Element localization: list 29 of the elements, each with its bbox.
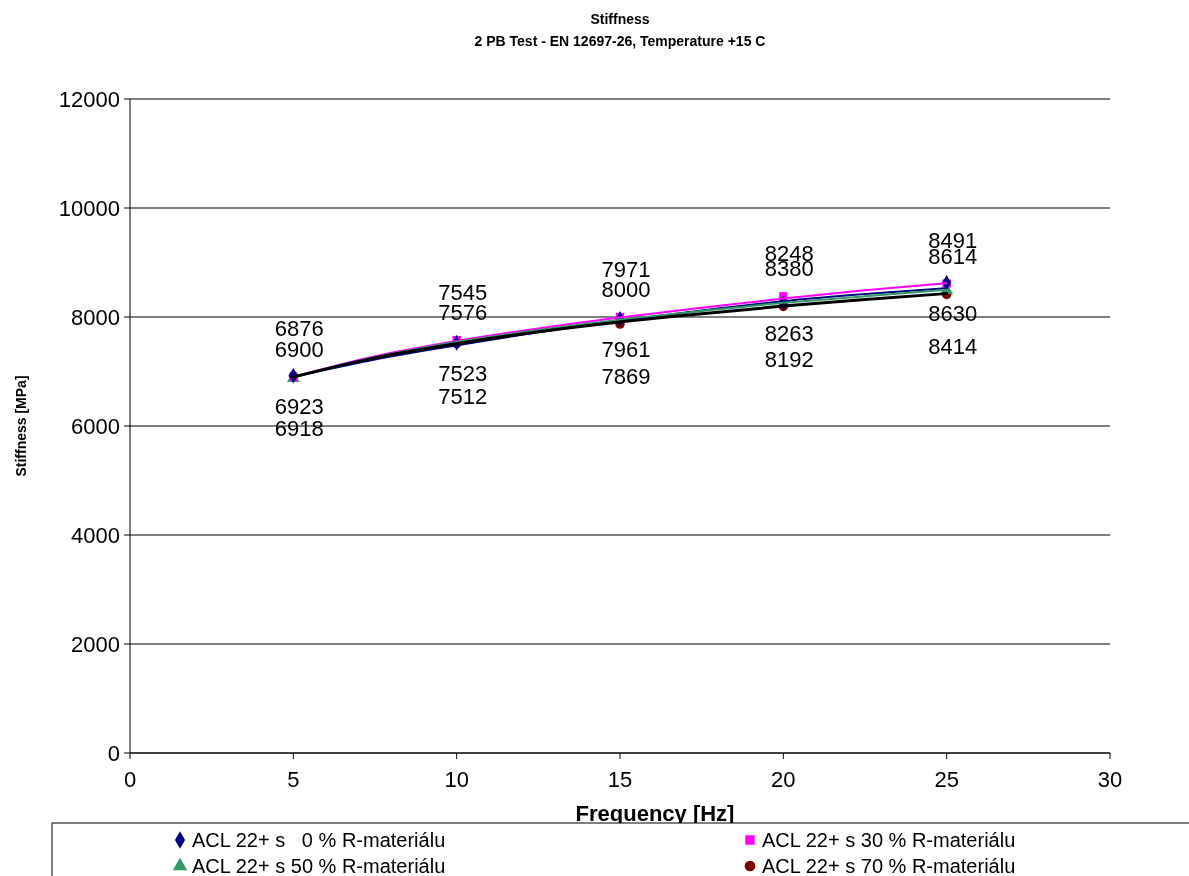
y-tick-label: 2000 xyxy=(71,632,120,657)
x-tick-label: 20 xyxy=(771,767,796,792)
data-label: 7961 xyxy=(601,337,651,363)
legend-label: ACL 22+ s 0 % R-materiálu xyxy=(192,829,446,851)
x-tick-label: 0 xyxy=(123,767,137,792)
y-tick-label: 0 xyxy=(107,741,120,766)
y-tick-label: 4000 xyxy=(71,523,120,548)
legend-label: ACL 22+ s 50 % R-materiálu xyxy=(192,855,446,876)
legend-label: ACL 22+ s 30 % R-materiálu xyxy=(762,829,1016,851)
y-tick-label: 8000 xyxy=(71,305,120,330)
x-tick-label: 25 xyxy=(934,767,959,792)
y-tick-label: 10000 xyxy=(58,196,120,221)
legend-label: ACL 22+ s 70 % R-materiálu xyxy=(762,855,1016,876)
y-axis-title: Stiffness [MPa] xyxy=(13,375,29,477)
y-tick-label: 6000 xyxy=(71,414,120,439)
chart-subtitle: 2 PB Test - EN 12697-26, Temperature +15 C xyxy=(474,33,766,49)
x-tick-label: 15 xyxy=(607,767,633,792)
data-label: 7869 xyxy=(601,364,651,390)
x-tick-label: 10 xyxy=(444,767,469,792)
chart-title: Stiffness xyxy=(590,11,650,27)
data-label: 8414 xyxy=(928,334,978,360)
data-label: 8263 xyxy=(764,320,814,346)
y-tick-label: 12000 xyxy=(58,87,120,112)
data-label: 7512 xyxy=(438,383,488,409)
data-label: 8630 xyxy=(928,300,978,326)
x-tick-label: 5 xyxy=(287,767,300,792)
x-tick-label: 30 xyxy=(1097,767,1123,792)
data-label: 7523 xyxy=(438,361,488,386)
data-label: 8192 xyxy=(764,346,814,372)
